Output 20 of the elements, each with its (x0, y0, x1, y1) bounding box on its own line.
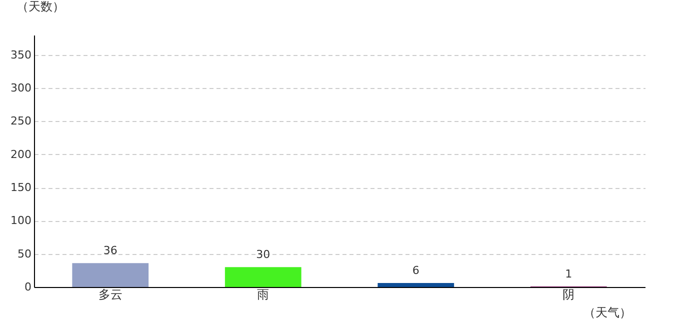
y-tick-label: 300 (10, 82, 32, 95)
y-tick-label: 0 (24, 280, 32, 294)
bar (378, 283, 454, 287)
y-axis-title: （天数） (16, 0, 64, 14)
data-label: 30 (256, 248, 270, 262)
y-tick-label: 100 (10, 214, 32, 228)
data-label: 36 (103, 244, 118, 258)
data-label: 6 (412, 264, 420, 278)
y-tick-label: 250 (10, 114, 32, 128)
bar (224, 267, 302, 287)
y-tick-label: 150 (10, 181, 32, 194)
bar (72, 263, 149, 287)
x-axis-title: （天气） (584, 306, 632, 320)
y-tick-label: 350 (10, 48, 32, 62)
x-tick-label: 阴 (562, 288, 575, 302)
x-tick-label: 雨 (257, 288, 270, 302)
x-tick-label: 多云 (98, 288, 122, 302)
data-label: 1 (565, 267, 572, 280)
y-tick-label: 200 (10, 148, 32, 161)
y-tick-label: 50 (18, 247, 32, 260)
